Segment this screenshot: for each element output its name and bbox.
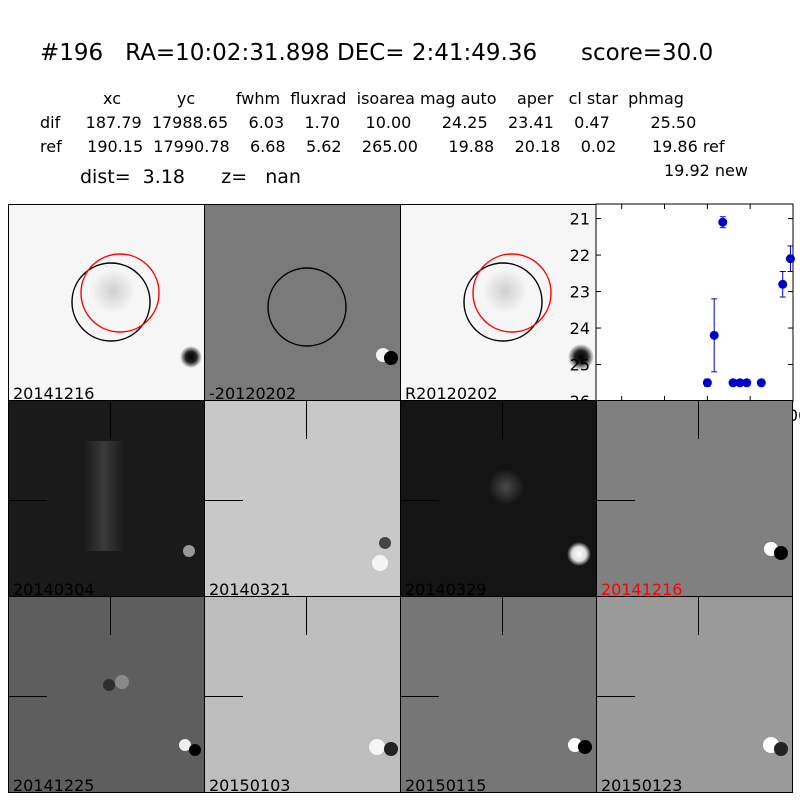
cutout-new: 20141216 [8, 204, 205, 401]
cutout-20141216: 20141216 [596, 400, 793, 597]
data-point [778, 279, 788, 289]
data-point [735, 378, 745, 388]
cutout-20150115: 20150115 [400, 596, 597, 793]
panel-label: 20140329 [405, 580, 487, 597]
panel-label: 20141216 [13, 384, 95, 401]
panel-label: 20150115 [405, 776, 487, 793]
cutout-diff: -20120202 [204, 204, 401, 401]
cutout-20140304: 20140304 [8, 400, 205, 597]
y-tick-label: 22 [570, 246, 590, 265]
data-point [702, 378, 712, 388]
table-header: xc yc fwhm fluxrad isoarea mag auto aper… [103, 89, 684, 108]
data-point [742, 378, 752, 388]
cutout-20140329: 20140329 [400, 400, 597, 597]
y-tick-label: 21 [570, 210, 590, 229]
y-tick-label: 23 [570, 283, 590, 302]
panel-label: 20141225 [13, 776, 95, 793]
dif-row: dif 187.79 17988.65 6.03 1.70 10.00 24.2… [40, 113, 697, 132]
panel-label: 20140304 [13, 580, 95, 597]
plot-frame [595, 203, 794, 402]
data-point [709, 330, 719, 340]
panel-label-highlight: 20141216 [601, 580, 683, 597]
panel-label: 20140321 [209, 580, 291, 597]
cutout-20150123: 20150123 [596, 596, 793, 793]
data-point [718, 217, 728, 227]
cutout-20150103: 20150103 [204, 596, 401, 793]
y-tick-label: 25 [570, 356, 590, 375]
cutout-20141225: 20141225 [8, 596, 205, 793]
panel-label: -20120202 [209, 384, 297, 401]
data-point [785, 254, 795, 264]
cutout-ref: R20120202 [400, 204, 597, 401]
new-mag-label: 19.92 new [664, 161, 748, 180]
panel-label: R20120202 [405, 384, 498, 401]
panel-label: 20150123 [601, 776, 683, 793]
cutout-20140321: 20140321 [204, 400, 401, 597]
page-title: #196 RA=10:02:31.898 DEC= 2:41:49.36 sco… [40, 40, 714, 66]
panel-label: 20150103 [209, 776, 291, 793]
data-point [756, 378, 766, 388]
data-point [728, 378, 738, 388]
dist-line: dist= 3.18 z= nan [80, 166, 301, 188]
ref-row: ref 190.15 17990.78 6.68 5.62 265.00 19.… [40, 137, 725, 156]
y-tick-label: 24 [570, 319, 590, 338]
light-curve-chart: 212223242526−100−50050100 [570, 203, 800, 425]
